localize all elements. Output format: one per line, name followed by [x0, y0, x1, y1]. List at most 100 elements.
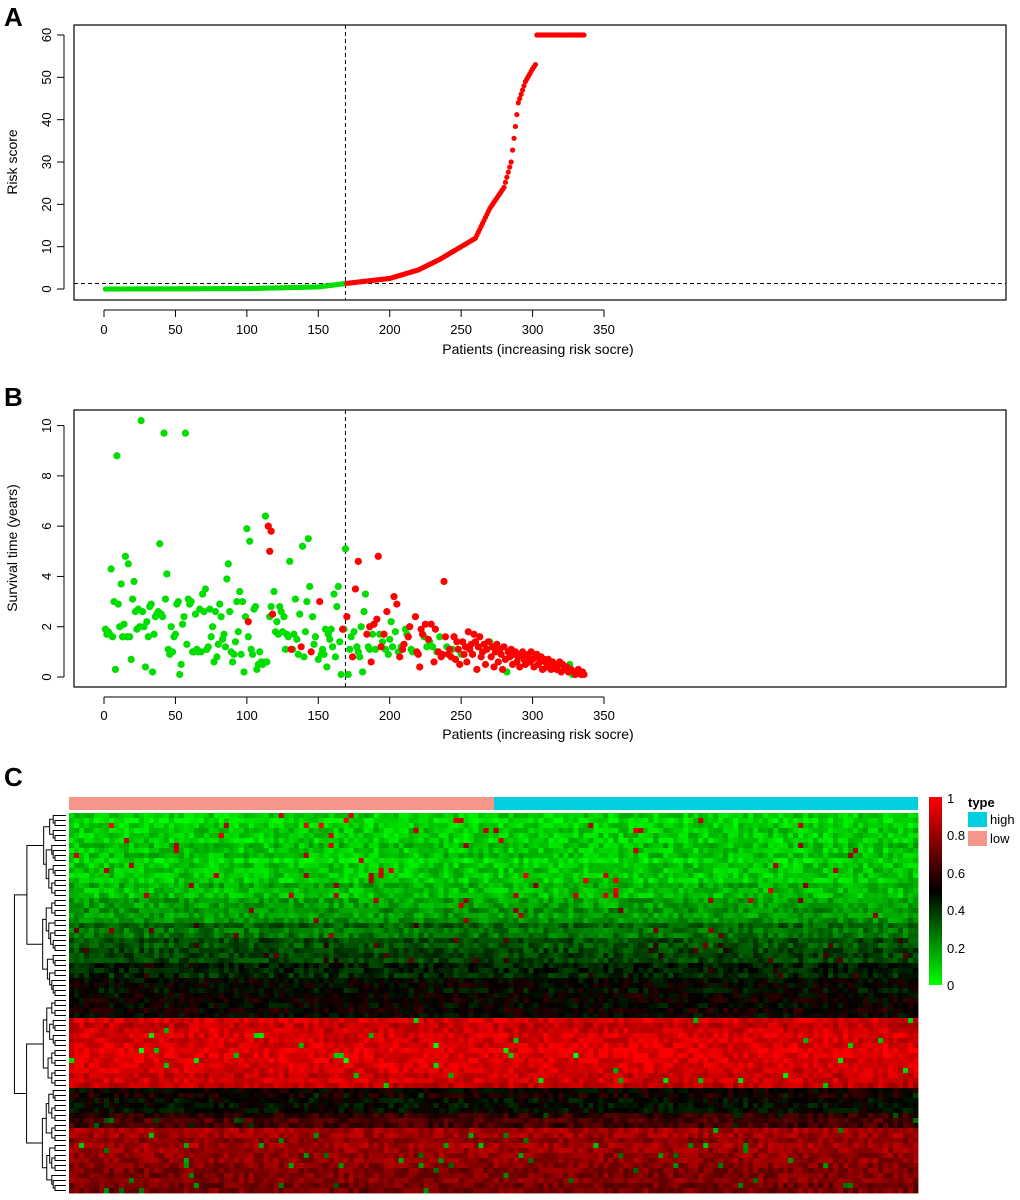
heatmap-cell: [568, 863, 574, 869]
heatmap-cell: [133, 863, 140, 869]
survival-point-dead: [494, 658, 502, 666]
heatmap-cell: [298, 908, 305, 914]
heatmap-cell: [133, 923, 140, 929]
heatmap-cell: [73, 853, 80, 859]
heatmap-cell: [233, 908, 240, 914]
heatmap-cell: [133, 853, 140, 859]
heatmap-cell: [258, 923, 265, 929]
heatmap-cell: [898, 923, 904, 929]
heatmap-cell: [553, 848, 559, 854]
panel-a-y-tick-label: 50: [39, 70, 54, 84]
heatmap-cell: [133, 828, 140, 834]
heatmap-cell: [118, 863, 125, 869]
heatmap-cell: [368, 888, 375, 894]
heatmap-cell: [163, 893, 170, 899]
heatmap-cell: [128, 853, 135, 859]
heatmap-cell: [453, 813, 459, 819]
heatmap-cell: [503, 848, 509, 854]
heatmap-cell: [528, 813, 534, 819]
heatmap-cell: [708, 923, 714, 929]
heatmap-cell: [138, 883, 145, 889]
heatmap-cell: [818, 878, 824, 884]
heatmap-cell: [373, 928, 380, 934]
survival-point-alive: [213, 653, 221, 661]
heatmap-cell: [418, 868, 424, 874]
heatmap-cell: [548, 913, 554, 919]
heatmap-cell: [258, 898, 265, 904]
heatmap-cell: [113, 848, 120, 854]
heatmap-cell: [113, 863, 120, 869]
heatmap-cell: [418, 828, 424, 834]
heatmap-cell: [893, 868, 899, 874]
heatmap-cell: [893, 813, 899, 819]
heatmap-cell: [898, 928, 904, 934]
heatmap-cell: [553, 853, 559, 859]
heatmap-cell: [73, 813, 80, 819]
heatmap-cell: [208, 848, 215, 854]
heatmap-cell: [313, 843, 320, 849]
heatmap-cell: [878, 833, 884, 839]
heatmap-cell: [328, 828, 335, 834]
panel-a-y-axis-label: Risk score: [4, 129, 20, 195]
heatmap-cell: [463, 843, 469, 849]
heatmap-cell: [213, 858, 220, 864]
heatmap-cell: [328, 848, 335, 854]
survival-point-alive: [337, 670, 345, 679]
heatmap-cell: [523, 908, 529, 914]
heatmap-cell: [433, 843, 439, 849]
survival-point-dead: [484, 638, 492, 646]
heatmap-cell: [608, 893, 614, 899]
heatmap-cell: [263, 928, 270, 934]
heatmap-cell: [898, 828, 904, 834]
heatmap-cell: [518, 903, 524, 909]
heatmap-cell: [418, 928, 424, 934]
heatmap-cell: [748, 918, 754, 924]
survival-point-alive: [240, 668, 248, 676]
heatmap-cell: [623, 843, 629, 849]
heatmap-cell: [473, 918, 479, 924]
heatmap-cell: [348, 883, 355, 889]
heatmap-cell: [308, 903, 315, 909]
heatmap-cell: [553, 923, 559, 929]
heatmap-cell: [803, 918, 809, 924]
heatmap-cell: [463, 823, 469, 829]
heatmap-cell: [198, 828, 205, 834]
heatmap-cell: [823, 878, 829, 884]
heatmap-cell: [373, 863, 380, 869]
heatmap-cell: [873, 873, 879, 879]
heatmap-cell: [483, 923, 489, 929]
heatmap-cell: [333, 853, 340, 859]
heatmap-cell: [203, 918, 210, 924]
heatmap-cell: [148, 873, 155, 879]
heatmap-cell: [93, 813, 100, 819]
heatmap-cell: [423, 913, 429, 919]
heatmap-cell: [598, 843, 604, 849]
heatmap-cell: [908, 823, 914, 829]
heatmap-cell: [93, 818, 100, 824]
heatmap-cell: [613, 913, 619, 919]
heatmap-cell: [373, 913, 380, 919]
heatmap-cell: [843, 913, 849, 919]
heatmap-cell: [583, 853, 589, 859]
survival-point-alive: [428, 643, 437, 651]
heatmap-cell: [858, 863, 864, 869]
heatmap-cell: [758, 833, 764, 839]
heatmap-cell: [773, 908, 779, 914]
heatmap-cell: [343, 898, 350, 904]
heatmap-cell: [268, 888, 275, 894]
dendrogram-branch: [54, 1050, 66, 1056]
heatmap-cell: [158, 898, 165, 904]
heatmap-cell: [113, 933, 120, 939]
heatmap-cell: [73, 913, 80, 919]
heatmap-cell: [628, 918, 634, 924]
heatmap-cell: [548, 868, 554, 874]
survival-point-alive: [244, 633, 252, 641]
heatmap-cell: [518, 818, 524, 824]
heatmap-cell: [768, 898, 774, 904]
survival-point-dead: [497, 650, 505, 658]
heatmap-cell: [633, 868, 639, 874]
heatmap-cell: [813, 928, 819, 934]
heatmap-cell: [253, 898, 260, 904]
heatmap-cell: [618, 848, 624, 854]
heatmap-cell: [69, 818, 75, 824]
